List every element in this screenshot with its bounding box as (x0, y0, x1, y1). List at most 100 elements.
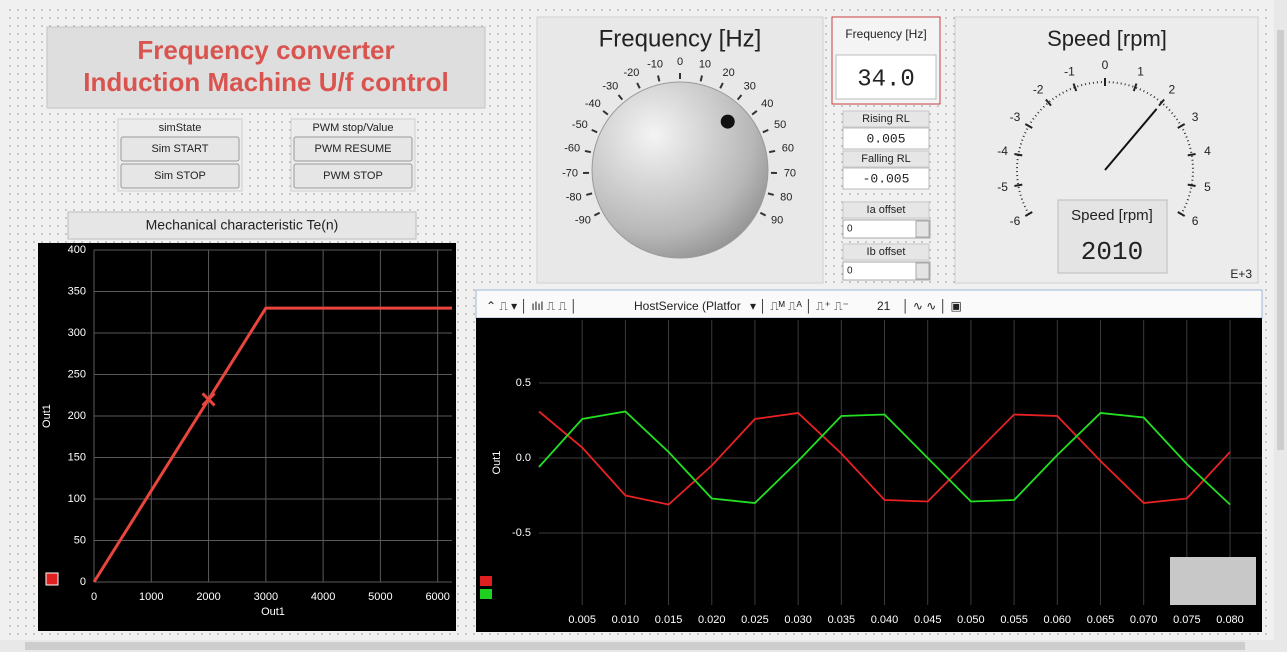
x-tick-label: 0.005 (568, 614, 596, 626)
display-value: 34.0 (857, 66, 915, 93)
x-tick-label: 0.030 (784, 614, 812, 626)
field-value: -0.005 (863, 171, 910, 186)
gauge-tick-label: -3 (1010, 110, 1021, 124)
knob-tick-label: -80 (566, 192, 582, 204)
gauge-tick (1188, 154, 1196, 155)
title: Frequency converter (137, 35, 394, 65)
gauge-title: Speed [rpm] (1047, 26, 1167, 51)
screen: Frequency converter Induction Machine U/… (0, 0, 1287, 652)
gauge-exponent: E+3 (1230, 267, 1252, 281)
y-tick-label: 250 (68, 368, 86, 380)
gauge-tick-label: 0 (1102, 58, 1109, 72)
knob-tick-label: 90 (771, 215, 783, 227)
gauge-tick-label: 4 (1204, 144, 1211, 158)
gauge-display-label: Speed [rpm] (1071, 207, 1153, 224)
x-tick-label: 4000 (311, 591, 335, 603)
knob-tick-label: 20 (722, 67, 734, 79)
knob-tick-label: 30 (744, 80, 756, 92)
scroll-thumb[interactable] (1277, 30, 1284, 450)
field-value: 0.005 (866, 131, 905, 146)
x-tick-label: 0 (91, 591, 97, 603)
x-tick-label: 5000 (368, 591, 392, 603)
knob-tick (585, 151, 591, 152)
button-label[interactable]: PWM RESUME (315, 143, 392, 155)
knob-tick-label: -50 (572, 119, 588, 131)
y-axis-label: Out1 (41, 404, 53, 428)
x-tick-label: 0.015 (655, 614, 683, 626)
page: {"header": {"title": ["Frequency convert… (0, 0, 1287, 652)
gauge-tick-label: -2 (1033, 83, 1044, 97)
spin-button[interactable] (916, 221, 929, 237)
x-tick-label: 0.025 (741, 614, 769, 626)
x-tick-label: 2000 (196, 591, 220, 603)
knob-tick-label: 50 (774, 119, 786, 131)
field-label: Ia offset (867, 204, 906, 216)
x-tick-label: 0.020 (698, 614, 726, 626)
x-tick-label: 0.045 (914, 614, 942, 626)
knob-tick-label: -10 (647, 59, 663, 71)
x-tick-label: 0.010 (612, 614, 640, 626)
y-tick-label: 50 (74, 534, 86, 546)
x-tick-label: 0.055 (1000, 614, 1028, 626)
toolbar-icon[interactable]: │ ∿ ∿ │ ▣ (902, 299, 962, 314)
field-label: Ib offset (867, 246, 906, 258)
knob-tick-label: -40 (585, 98, 601, 110)
spin-value: 0 (847, 224, 853, 235)
group-label: PWM stop/Value (312, 122, 393, 134)
chart-title: Mechanical characteristic Te(n) (146, 217, 339, 233)
knob-tick-label: 60 (782, 143, 794, 155)
toolbar-source[interactable]: HostService (Platfor (634, 299, 741, 313)
y-tick-label: 0.5 (516, 377, 531, 389)
gauge-tick (1188, 185, 1196, 186)
gauge-tick-label: 1 (1137, 64, 1144, 78)
title: Induction Machine U/f control (83, 67, 448, 97)
trigger-box (1170, 557, 1256, 605)
knob[interactable] (592, 82, 768, 258)
pwm-group: PWM stop/Value PWM RESUME PWM STOP (291, 119, 415, 191)
y-tick-label: 0.0 (516, 452, 531, 464)
button-label[interactable]: Sim STOP (154, 170, 206, 182)
scope-toolbar (476, 290, 1262, 318)
legend-swatch (480, 589, 492, 599)
x-tick-label: 0.040 (871, 614, 899, 626)
field-label: Falling RL (861, 153, 911, 165)
gauge-tick-label: 2 (1169, 83, 1176, 97)
knob-tick-label: 10 (699, 59, 711, 71)
x-tick-label: 0.060 (1044, 614, 1072, 626)
button-label[interactable]: Sim START (151, 143, 208, 155)
x-tick-label: 0.050 (957, 614, 985, 626)
gauge-display-value: 2010 (1081, 237, 1143, 267)
y-tick-label: 100 (68, 493, 86, 505)
spin-button[interactable] (916, 263, 929, 279)
knob-tick-label: 70 (784, 167, 796, 179)
knob-tick-label: -70 (562, 167, 578, 179)
gauge-tick-label: 3 (1192, 110, 1199, 124)
knob-title: Frequency [Hz] (599, 25, 762, 52)
gauge-tick (1014, 154, 1022, 155)
toolbar-icon[interactable]: ▾ │ ⎍ᴹ ⎍ᴬ │ ⎍⁺ ⎍⁻ (750, 299, 849, 314)
display-label: Frequency [Hz] (845, 27, 926, 41)
x-tick-label: 0.080 (1216, 614, 1244, 626)
toolbar-count: 21 (877, 299, 891, 313)
y-axis-label: Out1 (491, 451, 503, 475)
y-tick-label: 150 (68, 451, 86, 463)
y-tick-label: 300 (68, 327, 86, 339)
button-label[interactable]: PWM STOP (323, 170, 383, 182)
knob-tick-label: 40 (761, 98, 773, 110)
toolbar-icon[interactable]: ⌃ ⎍ ▾ │ ılıl ⎍ ⎍ │ (486, 299, 578, 314)
scroll-thumb[interactable] (25, 642, 1245, 650)
knob-tick-label: -60 (564, 143, 580, 155)
knob-tick-label: -90 (575, 215, 591, 227)
y-tick-label: 400 (68, 244, 86, 256)
x-tick-label: 6000 (425, 591, 449, 603)
sim-group: simState Sim START Sim STOP (118, 119, 242, 191)
gauge-tick-label: -6 (1010, 214, 1021, 228)
knob-tick (769, 151, 775, 152)
knob-pointer[interactable] (721, 115, 735, 129)
knob-tick (658, 76, 659, 82)
y-tick-label: 0 (80, 576, 86, 588)
x-tick-label: 0.070 (1130, 614, 1158, 626)
x-tick-label: 3000 (254, 591, 278, 603)
knob-tick-label: -30 (602, 80, 618, 92)
gauge-tick-label: -5 (997, 180, 1008, 194)
